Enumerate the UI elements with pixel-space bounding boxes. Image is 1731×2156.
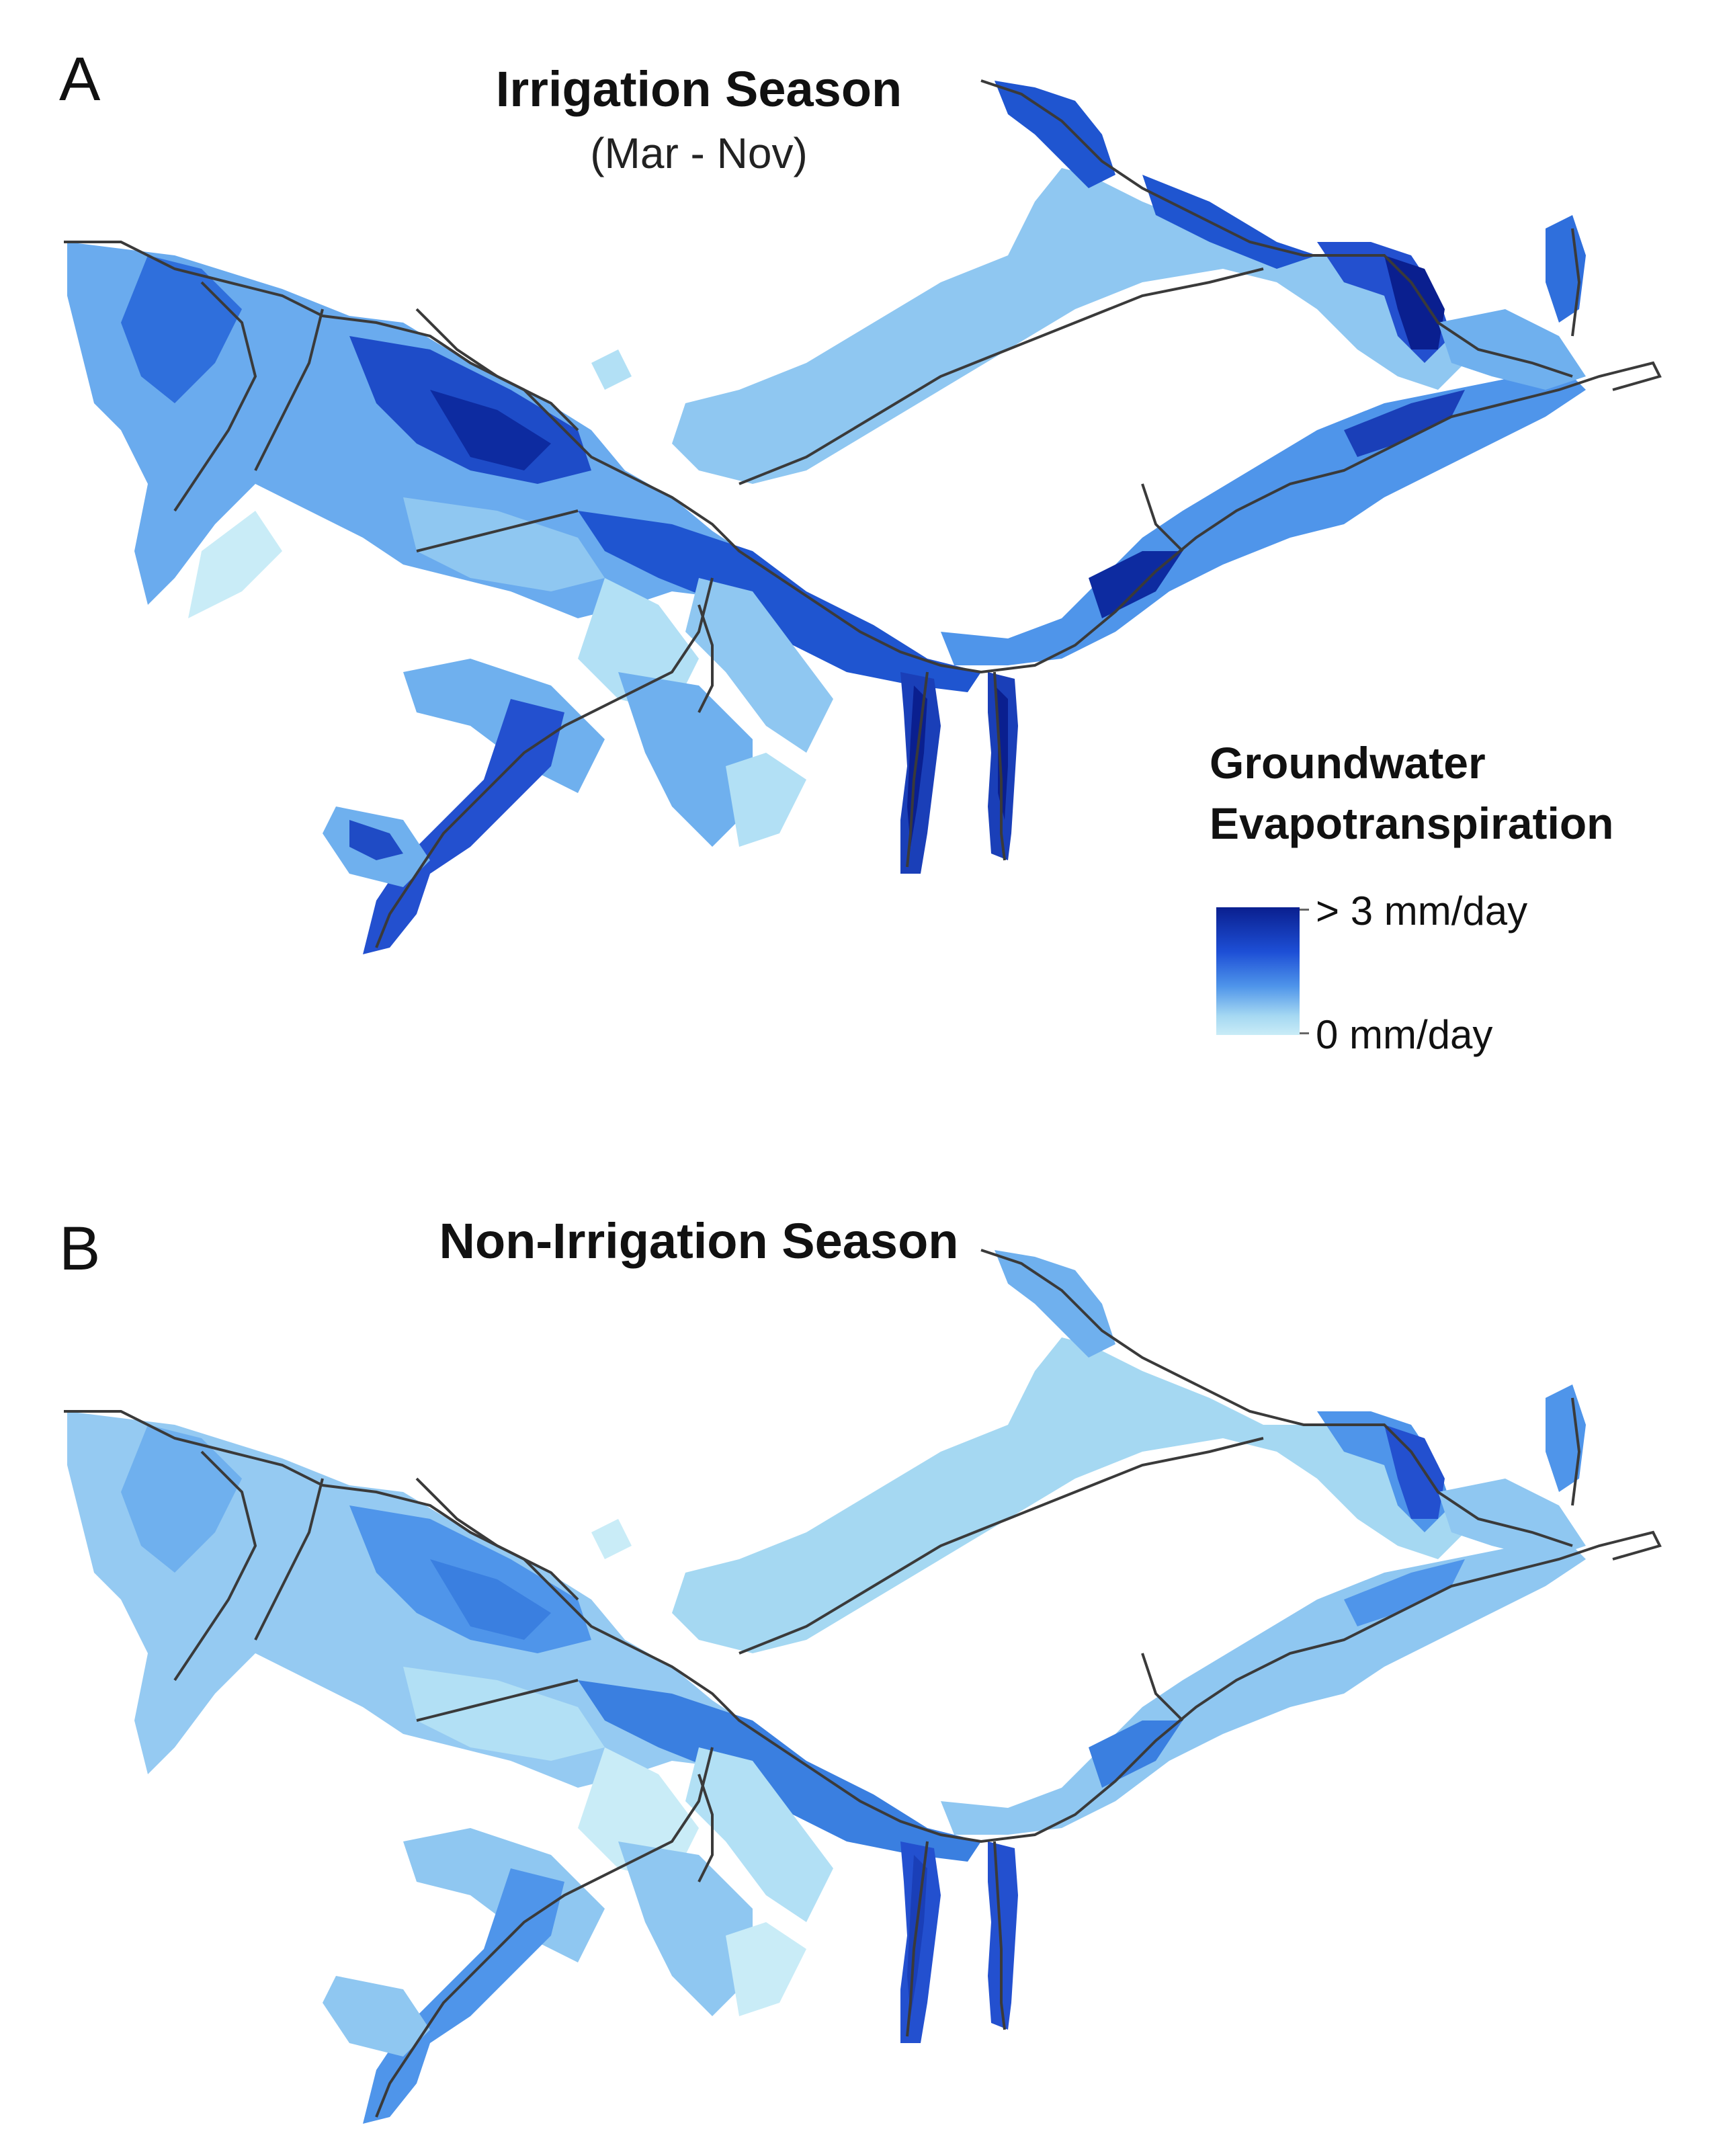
panel-a-title: Irrigation Season xyxy=(495,61,902,117)
panel-a-subtitle: (Mar - Nov) xyxy=(590,129,808,177)
legend-title-line1: Groundwater xyxy=(1210,738,1486,788)
panel-b-title: Non-Irrigation Season xyxy=(439,1213,959,1269)
river-network xyxy=(64,79,1662,948)
legend-color-ramp xyxy=(1216,907,1300,1035)
map-panel-b xyxy=(64,1249,1662,2124)
river-network xyxy=(64,1249,1662,2118)
panel-a-letter: A xyxy=(59,45,101,114)
panel-b-letter: B xyxy=(59,1214,101,1283)
panel-a: A Irrigation Season (Mar - Nov) Groundwa… xyxy=(59,45,1662,1055)
legend-title: Groundwater Evapotranspiration xyxy=(1210,733,1613,854)
legend-title-line2: Evapotranspiration xyxy=(1210,798,1614,848)
legend-tick-min xyxy=(1300,1032,1309,1034)
panel-b: B Non-Irrigation Season xyxy=(0,1143,1731,2156)
map-panel-a xyxy=(64,79,1662,954)
legend-min-label: 0 mm/day xyxy=(1316,1012,1493,1057)
legend-max-label: > 3 mm/day xyxy=(1316,888,1528,934)
legend-tick-max xyxy=(1300,909,1309,911)
gwet-shading xyxy=(67,1250,1586,2124)
gwet-shading xyxy=(67,81,1586,954)
legend: Groundwater Evapotranspiration > 3 mm/da… xyxy=(1210,733,1720,1082)
